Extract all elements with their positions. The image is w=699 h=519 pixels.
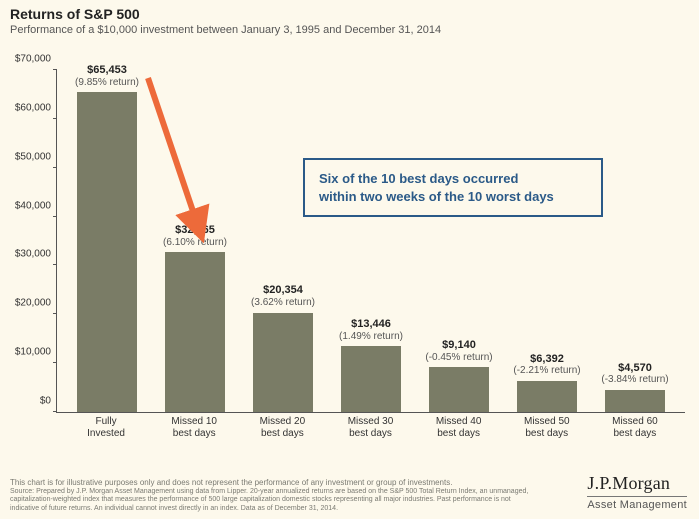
bar-slot: $6,392(-2.21% return) <box>503 70 591 412</box>
x-tick-label: Missed 40best days <box>415 416 503 439</box>
bars-container: $65,453(9.85% return) $32,665(6.10% retur… <box>57 70 685 412</box>
bar-value-label: $65,453(9.85% return) <box>75 64 139 88</box>
chart-title: Returns of S&P 500 <box>10 6 689 22</box>
chart-area: $65,453(9.85% return) $32,665(6.10% retur… <box>56 70 685 437</box>
callout-line2: within two weeks of the 10 worst days <box>319 189 554 204</box>
bar-slot: $13,446(1.49% return) <box>327 70 415 412</box>
bar-slot: $65,453(9.85% return) <box>63 70 151 412</box>
footer-notes: This chart is for illustrative purposes … <box>10 478 529 513</box>
plot-region: $65,453(9.85% return) $32,665(6.10% retur… <box>56 70 685 413</box>
bar-value-label: $13,446(1.49% return) <box>339 318 403 342</box>
bar <box>605 390 665 412</box>
bar <box>429 367 489 412</box>
x-tick-label: Missed 20best days <box>238 416 326 439</box>
chart-subtitle: Performance of a $10,000 investment betw… <box>10 24 689 36</box>
bar <box>517 381 577 412</box>
y-tick-label: $50,000 <box>3 151 51 162</box>
bar-value-label: $4,570(-3.84% return) <box>601 362 668 386</box>
x-tick-label: Missed 50best days <box>503 416 591 439</box>
y-tick-label: $0 <box>3 396 51 407</box>
logo-brand: J.P.Morgan <box>587 473 687 494</box>
bar <box>341 346 401 412</box>
bar-slot: $32,665(6.10% return) <box>151 70 239 412</box>
x-axis-labels: FullyInvestedMissed 10best daysMissed 20… <box>56 416 685 439</box>
source-text: Source: Prepared by J.P. Morgan Asset Ma… <box>10 488 529 513</box>
bar-value-label: $6,392(-2.21% return) <box>513 353 580 377</box>
x-tick-label: Missed 60best days <box>591 416 679 439</box>
logo-divider <box>587 496 687 497</box>
callout-line1: Six of the 10 best days occurred <box>319 171 518 186</box>
y-tick-label: $40,000 <box>3 200 51 211</box>
bar <box>253 313 313 412</box>
x-tick-label: Missed 30best days <box>326 416 414 439</box>
x-tick-label: Missed 10best days <box>150 416 238 439</box>
x-tick-label: FullyInvested <box>62 416 150 439</box>
y-tick-label: $20,000 <box>3 298 51 309</box>
y-tick-label: $60,000 <box>3 102 51 113</box>
bar <box>77 92 137 412</box>
bar <box>165 252 225 412</box>
jpmorgan-logo: J.P.Morgan Asset Management <box>587 473 687 511</box>
y-tick-label: $70,000 <box>3 54 51 65</box>
y-tick-label: $30,000 <box>3 249 51 260</box>
bar-slot: $20,354(3.62% return) <box>239 70 327 412</box>
y-tick-label: $10,000 <box>3 347 51 358</box>
bar-slot: $9,140(-0.45% return) <box>415 70 503 412</box>
bar-value-label: $32,665(6.10% return) <box>163 224 227 248</box>
logo-sub: Asset Management <box>587 499 687 511</box>
callout-box: Six of the 10 best days occurred within … <box>303 158 603 217</box>
bar-slot: $4,570(-3.84% return) <box>591 70 679 412</box>
disclaimer-text: This chart is for illustrative purposes … <box>10 478 529 488</box>
bar-value-label: $9,140(-0.45% return) <box>425 339 492 363</box>
bar-value-label: $20,354(3.62% return) <box>251 284 315 308</box>
